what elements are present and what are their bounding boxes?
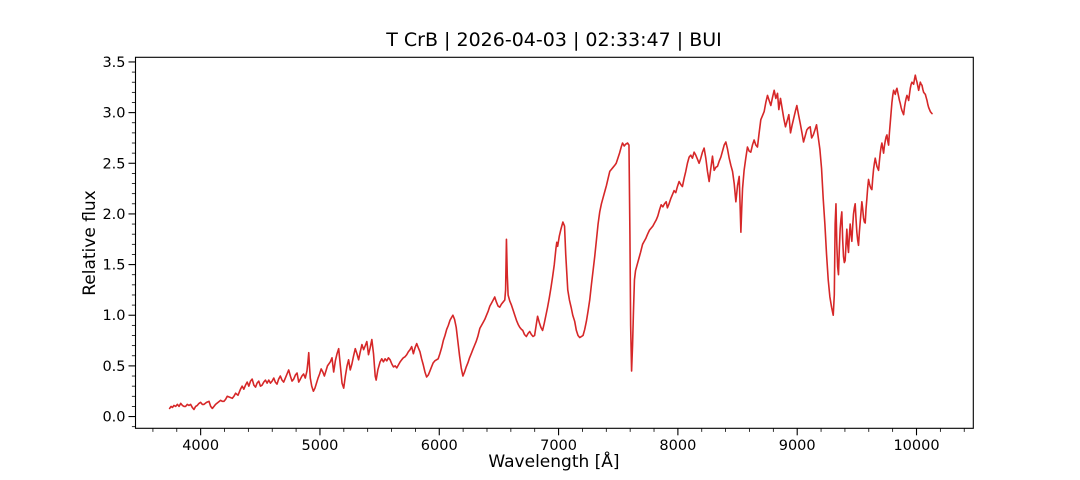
x-tick-label: 7000: [540, 438, 577, 454]
axes-frame: [134, 56, 974, 429]
y-tick-label: 1.5: [102, 258, 125, 274]
plot-title: T CrB | 2026-04-03 | 02:33:47 | BUI: [386, 29, 722, 51]
x-tick-label: 8000: [659, 438, 696, 454]
y-tick-label: 0.0: [102, 410, 125, 426]
x-tick-label: 4000: [182, 438, 219, 454]
spectrum-line: [168, 74, 933, 411]
x-tick-label: 10000: [893, 438, 939, 454]
x-axis-label: Wavelength [Å]: [488, 452, 620, 472]
x-tick-label: 6000: [421, 438, 458, 454]
y-tick-label: 3.5: [102, 55, 125, 71]
x-tick-label: 9000: [779, 438, 816, 454]
y-tick-label: 2.0: [102, 207, 125, 223]
y-axis-label: Relative flux: [80, 190, 100, 296]
y-tick-label: 0.5: [102, 359, 125, 375]
y-tick-label: 3.0: [102, 106, 125, 122]
y-tick-label: 1.0: [102, 308, 125, 324]
x-tick-label: 5000: [302, 438, 339, 454]
y-tick-label: 2.5: [102, 156, 125, 172]
